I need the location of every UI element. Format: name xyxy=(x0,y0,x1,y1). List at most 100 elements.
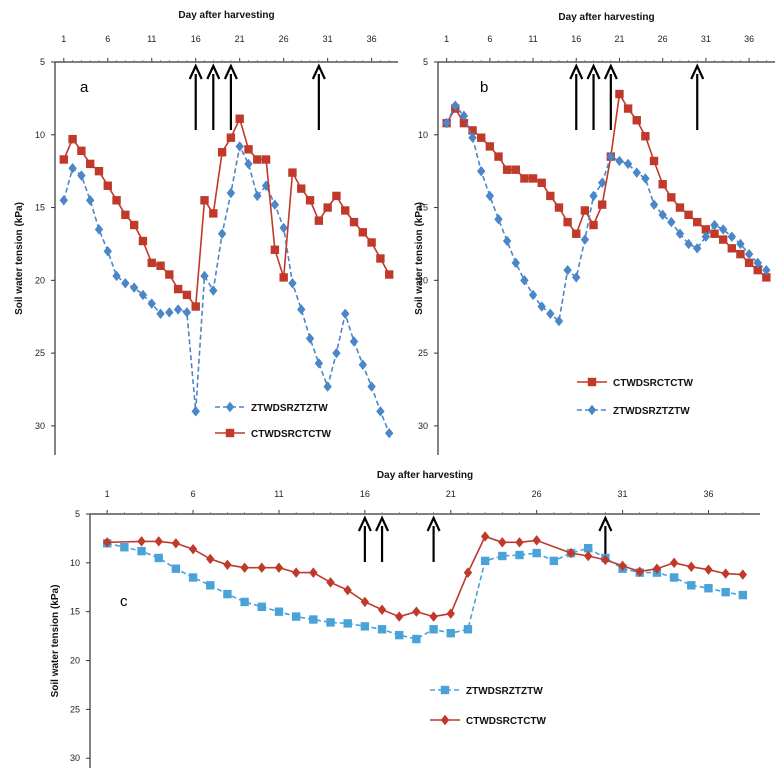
data-point xyxy=(727,244,736,253)
data-point xyxy=(261,155,271,164)
irrigation-arrow xyxy=(311,63,326,130)
data-point xyxy=(314,216,324,225)
data-point xyxy=(537,301,546,312)
data-point xyxy=(675,228,685,239)
data-point xyxy=(377,625,387,634)
data-point xyxy=(343,585,352,596)
data-point xyxy=(580,206,590,215)
data-point xyxy=(641,132,650,141)
x-axis-title: Day after harvesting xyxy=(178,10,274,21)
data-point xyxy=(244,145,253,154)
data-point xyxy=(288,168,297,177)
x-tick-label: 31 xyxy=(618,489,628,499)
x-tick-label: 16 xyxy=(191,34,201,44)
legend-marker xyxy=(587,404,597,416)
data-point xyxy=(515,550,524,560)
data-point xyxy=(253,155,262,164)
data-point xyxy=(59,195,68,206)
y-tick-label: 10 xyxy=(418,130,428,140)
data-point xyxy=(305,196,315,205)
data-point xyxy=(291,567,301,578)
data-point xyxy=(274,607,284,616)
x-tick-label: 11 xyxy=(274,489,283,499)
data-point xyxy=(358,359,368,370)
data-point xyxy=(360,596,370,608)
data-point xyxy=(68,134,77,144)
data-point xyxy=(632,167,641,178)
data-point xyxy=(209,285,218,296)
legend-marker xyxy=(587,377,597,387)
data-point xyxy=(223,589,232,599)
y-tick-label: 15 xyxy=(418,203,428,213)
data-point xyxy=(223,559,232,570)
data-point xyxy=(173,304,183,315)
data-point xyxy=(554,203,564,212)
x-tick-label: 36 xyxy=(744,34,754,44)
irrigation-arrow xyxy=(357,515,372,562)
x-tick-label: 31 xyxy=(701,34,711,44)
data-point xyxy=(658,209,667,221)
series-ZTWDSRZTZTW xyxy=(442,100,771,327)
data-point xyxy=(253,190,262,202)
series-CTWDSRCTCTW xyxy=(442,89,771,282)
series-ZTWDSRZTZTW xyxy=(59,141,394,439)
y-tick-label: 20 xyxy=(35,275,45,285)
data-point xyxy=(349,336,359,347)
data-point xyxy=(744,258,754,268)
data-point xyxy=(498,551,507,561)
data-point xyxy=(597,177,607,189)
data-point xyxy=(257,562,266,573)
data-point xyxy=(485,190,495,202)
irrigation-arrow xyxy=(188,63,203,130)
data-point xyxy=(77,146,86,155)
data-point xyxy=(147,258,156,268)
legend-label: CTWDSRCTCTW xyxy=(251,429,332,440)
data-point xyxy=(156,308,165,320)
x-tick-label: 26 xyxy=(658,34,668,44)
irrigation-arrow xyxy=(206,63,221,130)
data-point xyxy=(85,195,95,206)
series-CTWDSRCTCTW xyxy=(102,531,748,622)
legend-entry: ZTWDSRZTZTW xyxy=(577,404,690,417)
data-point xyxy=(429,625,438,634)
data-point xyxy=(649,199,659,210)
data-point xyxy=(597,200,607,209)
data-point xyxy=(138,236,148,246)
data-point xyxy=(704,584,713,593)
data-point xyxy=(257,602,266,612)
data-point xyxy=(191,406,200,417)
irrigation-arrow xyxy=(426,515,441,562)
x-tick-label: 6 xyxy=(105,34,110,44)
data-point xyxy=(377,604,387,615)
panel-label: a xyxy=(80,79,89,96)
data-point xyxy=(129,282,139,293)
data-point xyxy=(693,217,702,227)
data-point xyxy=(667,216,676,228)
data-point xyxy=(235,114,244,123)
data-point xyxy=(279,273,288,282)
irrigation-arrow xyxy=(223,63,238,130)
data-point xyxy=(623,104,633,113)
legend-entry: ZTWDSRZTZTW xyxy=(215,401,328,414)
data-point xyxy=(584,550,593,562)
y-tick-label: 30 xyxy=(35,421,45,431)
y-tick-label: 25 xyxy=(418,348,428,358)
data-point xyxy=(129,220,139,230)
series-line xyxy=(107,542,743,640)
x-tick-label: 16 xyxy=(571,34,581,44)
y-tick-label: 30 xyxy=(418,421,428,431)
data-point xyxy=(753,257,762,269)
legend-entry: CTWDSRCTCTW xyxy=(430,714,547,727)
data-point xyxy=(641,173,650,184)
x-tick-label: 6 xyxy=(487,34,492,44)
data-point xyxy=(615,89,624,99)
data-point xyxy=(395,630,404,640)
x-axis-title: Day after harvesting xyxy=(377,470,473,481)
data-point xyxy=(468,126,477,135)
data-point xyxy=(727,231,736,242)
data-point xyxy=(459,110,469,122)
data-point xyxy=(112,270,121,282)
data-point xyxy=(563,217,572,227)
data-point xyxy=(546,191,555,201)
